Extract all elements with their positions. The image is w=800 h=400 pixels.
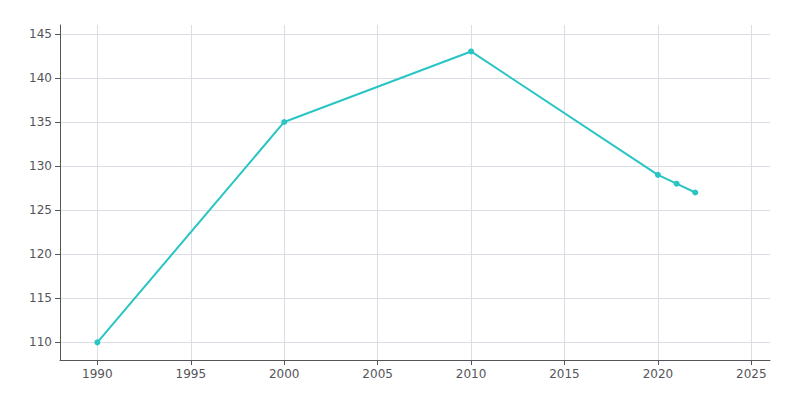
svg-text:125: 125: [29, 203, 52, 217]
svg-text:120: 120: [29, 247, 52, 261]
svg-text:115: 115: [29, 291, 52, 305]
svg-text:130: 130: [29, 159, 52, 173]
svg-text:140: 140: [29, 71, 52, 85]
svg-text:135: 135: [29, 115, 52, 129]
svg-text:2000: 2000: [269, 367, 300, 381]
svg-text:145: 145: [29, 27, 52, 41]
svg-text:2025: 2025: [736, 367, 767, 381]
svg-text:2005: 2005: [362, 367, 393, 381]
svg-text:2010: 2010: [456, 367, 487, 381]
svg-text:2015: 2015: [549, 367, 580, 381]
svg-text:110: 110: [29, 335, 52, 349]
svg-text:2020: 2020: [643, 367, 674, 381]
svg-text:1995: 1995: [176, 367, 207, 381]
svg-text:1990: 1990: [82, 367, 113, 381]
